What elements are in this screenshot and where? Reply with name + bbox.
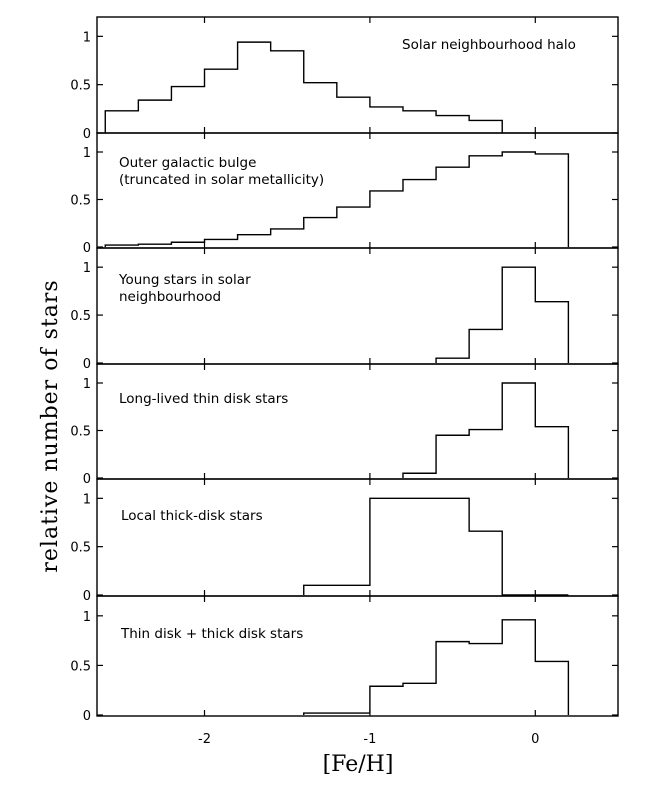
panel-label-line: neighbourhood <box>119 289 221 305</box>
panel-label: Solar neighbourhood halo <box>402 37 576 53</box>
y-tick-label: 0 <box>83 357 91 372</box>
x-tick-label: -2 <box>198 732 211 747</box>
panel-label-line: Outer galactic bulge <box>119 155 256 171</box>
y-tick-label: 0.5 <box>70 659 91 674</box>
y-tick-label: 0 <box>83 589 91 604</box>
y-tick-label: 0.5 <box>70 425 91 440</box>
y-axis-label: relative number of stars <box>38 279 63 572</box>
histogram-series <box>435 266 570 363</box>
panel-frame <box>96 16 619 134</box>
panel-2: 0 0.5 1 Outer galactic bulge (truncated in s… <box>70 132 619 256</box>
panel-6: 0 0.5 1 Thin disk + thick disk stars <box>70 595 619 724</box>
panel-label-line: Long-lived thin disk stars <box>119 391 288 407</box>
panel-frame <box>96 132 619 249</box>
panel-label: Local thick-disk stars <box>121 508 263 524</box>
y-tick-label: 0 <box>83 709 91 724</box>
panel-5: 0 0.5 1 Local thick-disk stars <box>70 478 619 604</box>
panel-label: Thin disk + thick disk stars <box>120 626 303 642</box>
y-tick-label: 1 <box>83 377 91 392</box>
x-tick-label: 0 <box>531 732 539 747</box>
panel-4: 0 0.5 1 Long-lived thin disk stars <box>70 363 619 487</box>
panel-label-line: Young stars in solar <box>118 272 251 288</box>
y-tick-label: 0 <box>83 241 91 256</box>
y-tick-label: 0.5 <box>70 194 91 209</box>
y-tick-label: 1 <box>83 146 91 161</box>
histogram-series <box>104 41 503 133</box>
panel-frame <box>96 595 619 717</box>
panel-label-line: Local thick-disk stars <box>121 508 263 524</box>
panel-label-line: Solar neighbourhood halo <box>402 37 576 53</box>
x-axis: -2 -1 0 <box>198 732 539 747</box>
histogram-series <box>402 382 570 478</box>
panel-label: Outer galactic bulge (truncated in solar … <box>119 155 324 188</box>
panel-1: 0 0.5 1 Solar neighbourhood halo <box>70 16 619 142</box>
y-tick-label: 1 <box>83 492 91 507</box>
histogram-series <box>303 497 569 596</box>
panel-label: Long-lived thin disk stars <box>119 391 288 407</box>
panel-label-line: (truncated in solar metallicity) <box>119 172 324 188</box>
panels: 0 0.5 1 Solar neighbourhood halo 0 0.5 1 Outer … <box>70 16 619 724</box>
panel-label: Young stars in solar neighbourhood <box>118 272 251 305</box>
x-tick-label: -1 <box>363 732 376 747</box>
panel-label-line: Thin disk + thick disk stars <box>120 626 303 642</box>
y-tick-label: 0 <box>83 127 91 142</box>
y-tick-label: 1 <box>83 261 91 276</box>
x-axis-label: [Fe/H] <box>323 752 394 777</box>
y-tick-label: 0.5 <box>70 309 91 324</box>
histogram-series <box>104 151 570 247</box>
panel-frame <box>96 247 619 365</box>
y-tick-label: 1 <box>83 30 91 45</box>
histogram-series <box>303 619 570 715</box>
y-tick-label: 0.5 <box>70 541 91 556</box>
y-tick-label: 0.5 <box>70 79 91 94</box>
panel-frame <box>96 363 619 480</box>
panel-3: 0 0.5 1 Young stars in solar neighbourhood <box>70 247 619 372</box>
panel-frame <box>96 478 619 597</box>
y-tick-label: 0 <box>83 472 91 487</box>
y-tick-label: 1 <box>83 610 91 625</box>
